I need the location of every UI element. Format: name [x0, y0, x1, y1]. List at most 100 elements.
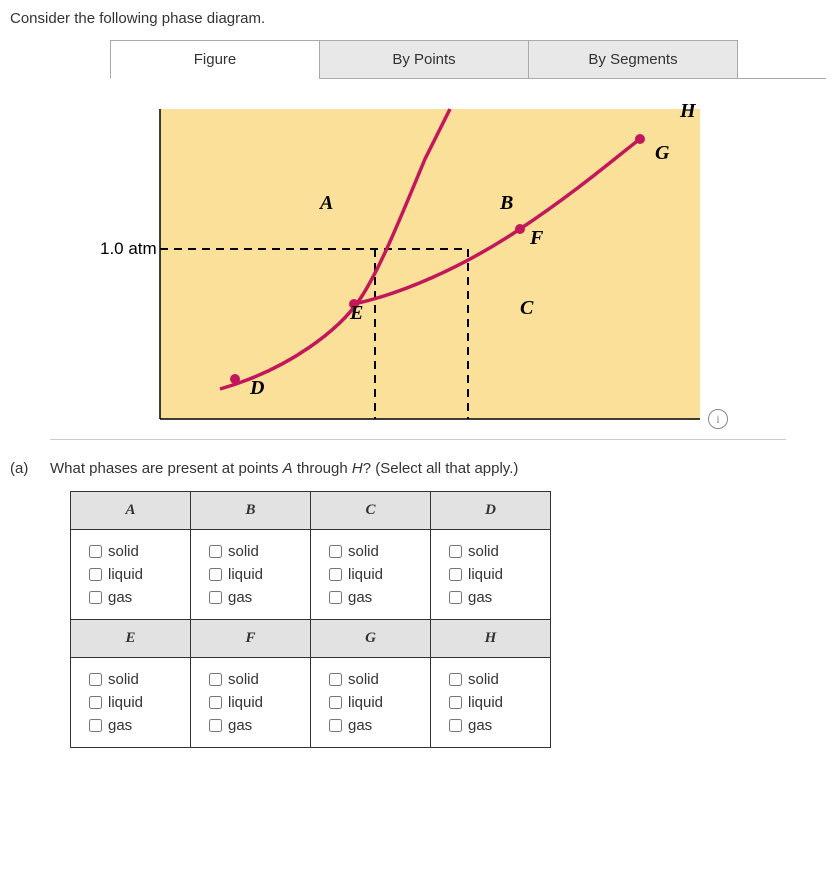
checkbox-D-solid[interactable]: [449, 545, 462, 558]
option-label: gas: [348, 717, 372, 734]
cell-G: solid liquid gas: [311, 658, 431, 748]
option-D-gas[interactable]: gas: [445, 588, 536, 607]
option-E-gas[interactable]: gas: [85, 716, 176, 735]
svg-text:F: F: [529, 227, 544, 249]
cell-F: solid liquid gas: [191, 658, 311, 748]
option-label: liquid: [348, 694, 383, 711]
option-B-solid[interactable]: solid: [205, 542, 296, 561]
option-C-solid[interactable]: solid: [325, 542, 416, 561]
option-label: solid: [348, 671, 379, 688]
col-H: H: [431, 620, 551, 658]
option-E-liquid[interactable]: liquid: [85, 693, 176, 712]
option-label: gas: [468, 717, 492, 734]
checkbox-G-gas[interactable]: [329, 719, 342, 732]
option-label: liquid: [108, 694, 143, 711]
col-D: D: [431, 492, 551, 530]
tab-by-segments[interactable]: By Segments: [528, 40, 738, 79]
tabs: FigureBy PointsBy Segments: [110, 39, 826, 79]
tab-figure[interactable]: Figure: [110, 40, 320, 79]
checkbox-A-liquid[interactable]: [89, 568, 102, 581]
question-label: (a): [10, 460, 50, 477]
col-C: C: [311, 492, 431, 530]
option-B-gas[interactable]: gas: [205, 588, 296, 607]
option-label: liquid: [348, 566, 383, 583]
cell-H: solid liquid gas: [431, 658, 551, 748]
option-A-gas[interactable]: gas: [85, 588, 176, 607]
question-text: What phases are present at points A thro…: [50, 460, 518, 477]
option-F-liquid[interactable]: liquid: [205, 693, 296, 712]
checkbox-C-solid[interactable]: [329, 545, 342, 558]
checkbox-F-solid[interactable]: [209, 673, 222, 686]
option-D-liquid[interactable]: liquid: [445, 565, 536, 584]
checkbox-H-solid[interactable]: [449, 673, 462, 686]
checkbox-A-solid[interactable]: [89, 545, 102, 558]
option-H-gas[interactable]: gas: [445, 716, 536, 735]
checkbox-G-solid[interactable]: [329, 673, 342, 686]
phase-diagram: 1.0 atmABCDEFGH: [100, 99, 700, 429]
option-A-solid[interactable]: solid: [85, 542, 176, 561]
cell-E: solid liquid gas: [71, 658, 191, 748]
option-label: gas: [108, 589, 132, 606]
option-label: liquid: [228, 566, 263, 583]
checkbox-D-gas[interactable]: [449, 591, 462, 604]
svg-text:A: A: [318, 192, 333, 214]
divider: [50, 439, 786, 440]
checkbox-B-solid[interactable]: [209, 545, 222, 558]
info-icon[interactable]: i: [708, 409, 728, 429]
option-E-solid[interactable]: solid: [85, 670, 176, 689]
col-E: E: [71, 620, 191, 658]
col-B: B: [191, 492, 311, 530]
option-label: gas: [348, 589, 372, 606]
cell-D: solid liquid gas: [431, 530, 551, 620]
option-label: solid: [108, 543, 139, 560]
option-B-liquid[interactable]: liquid: [205, 565, 296, 584]
option-C-liquid[interactable]: liquid: [325, 565, 416, 584]
checkbox-H-gas[interactable]: [449, 719, 462, 732]
col-F: F: [191, 620, 311, 658]
svg-text:G: G: [655, 142, 670, 164]
option-H-solid[interactable]: solid: [445, 670, 536, 689]
checkbox-C-liquid[interactable]: [329, 568, 342, 581]
option-label: gas: [228, 589, 252, 606]
option-label: gas: [468, 589, 492, 606]
svg-text:C: C: [520, 297, 534, 319]
checkbox-A-gas[interactable]: [89, 591, 102, 604]
option-label: gas: [108, 717, 132, 734]
checkbox-H-liquid[interactable]: [449, 696, 462, 709]
option-G-solid[interactable]: solid: [325, 670, 416, 689]
checkbox-G-liquid[interactable]: [329, 696, 342, 709]
option-F-gas[interactable]: gas: [205, 716, 296, 735]
checkbox-D-liquid[interactable]: [449, 568, 462, 581]
svg-text:D: D: [249, 377, 264, 399]
option-F-solid[interactable]: solid: [205, 670, 296, 689]
option-G-liquid[interactable]: liquid: [325, 693, 416, 712]
checkbox-B-gas[interactable]: [209, 591, 222, 604]
question-row: (a) What phases are present at points A …: [10, 460, 826, 477]
tab-by-points[interactable]: By Points: [319, 40, 529, 79]
option-label: solid: [348, 543, 379, 560]
svg-text:B: B: [499, 192, 513, 214]
option-A-liquid[interactable]: liquid: [85, 565, 176, 584]
checkbox-E-gas[interactable]: [89, 719, 102, 732]
option-label: solid: [108, 671, 139, 688]
checkbox-F-liquid[interactable]: [209, 696, 222, 709]
checkbox-E-solid[interactable]: [89, 673, 102, 686]
option-label: solid: [468, 543, 499, 560]
phase-table: ABCDsolid liquid gas solid liquid gas solid liq…: [70, 491, 551, 748]
svg-text:1.0 atm: 1.0 atm: [100, 239, 157, 258]
figure-area: 1.0 atmABCDEFGH i: [100, 99, 826, 429]
option-C-gas[interactable]: gas: [325, 588, 416, 607]
checkbox-B-liquid[interactable]: [209, 568, 222, 581]
option-D-solid[interactable]: solid: [445, 542, 536, 561]
checkbox-C-gas[interactable]: [329, 591, 342, 604]
option-H-liquid[interactable]: liquid: [445, 693, 536, 712]
col-A: A: [71, 492, 191, 530]
svg-text:E: E: [349, 302, 363, 324]
option-G-gas[interactable]: gas: [325, 716, 416, 735]
option-label: liquid: [468, 566, 503, 583]
cell-A: solid liquid gas: [71, 530, 191, 620]
option-label: solid: [228, 671, 259, 688]
option-label: liquid: [468, 694, 503, 711]
checkbox-E-liquid[interactable]: [89, 696, 102, 709]
checkbox-F-gas[interactable]: [209, 719, 222, 732]
